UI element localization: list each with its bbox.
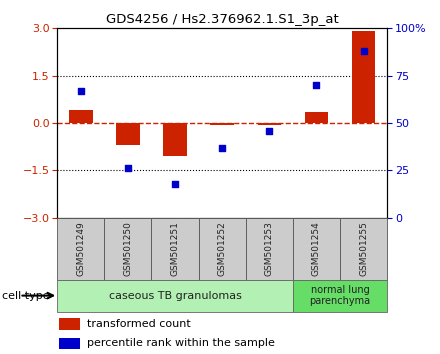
Bar bbox=[57, 218, 104, 280]
Point bbox=[266, 128, 273, 133]
Bar bbox=[151, 218, 198, 280]
Point bbox=[125, 166, 132, 171]
Text: GSM501251: GSM501251 bbox=[171, 221, 180, 276]
Text: caseous TB granulomas: caseous TB granulomas bbox=[109, 291, 242, 301]
Bar bbox=[352, 32, 375, 123]
Bar bbox=[116, 123, 140, 145]
Point bbox=[172, 181, 179, 187]
Bar bbox=[340, 218, 387, 280]
Bar bbox=[198, 218, 246, 280]
Bar bbox=[57, 280, 293, 312]
Bar bbox=[59, 318, 80, 330]
Text: GSM501250: GSM501250 bbox=[123, 221, 132, 276]
Point bbox=[360, 48, 367, 54]
Text: normal lung
parenchyma: normal lung parenchyma bbox=[309, 285, 370, 307]
Bar bbox=[163, 123, 187, 156]
Text: cell type: cell type bbox=[2, 291, 50, 301]
Bar bbox=[104, 218, 151, 280]
Point bbox=[77, 88, 84, 94]
Text: GSM501252: GSM501252 bbox=[218, 221, 227, 276]
Text: GSM501253: GSM501253 bbox=[265, 221, 274, 276]
Bar bbox=[210, 123, 234, 125]
Title: GDS4256 / Hs2.376962.1.S1_3p_at: GDS4256 / Hs2.376962.1.S1_3p_at bbox=[106, 13, 338, 26]
Text: GSM501255: GSM501255 bbox=[359, 221, 368, 276]
Bar bbox=[59, 338, 80, 349]
Bar bbox=[293, 280, 387, 312]
Point bbox=[219, 145, 226, 150]
Bar bbox=[293, 218, 340, 280]
Text: transformed count: transformed count bbox=[87, 319, 191, 329]
Text: GSM501254: GSM501254 bbox=[312, 221, 321, 276]
Bar bbox=[257, 123, 281, 125]
Point bbox=[313, 82, 320, 88]
Bar bbox=[69, 110, 92, 123]
Bar bbox=[246, 218, 293, 280]
Bar bbox=[305, 112, 328, 123]
Text: percentile rank within the sample: percentile rank within the sample bbox=[87, 338, 275, 348]
Text: GSM501249: GSM501249 bbox=[76, 221, 85, 276]
